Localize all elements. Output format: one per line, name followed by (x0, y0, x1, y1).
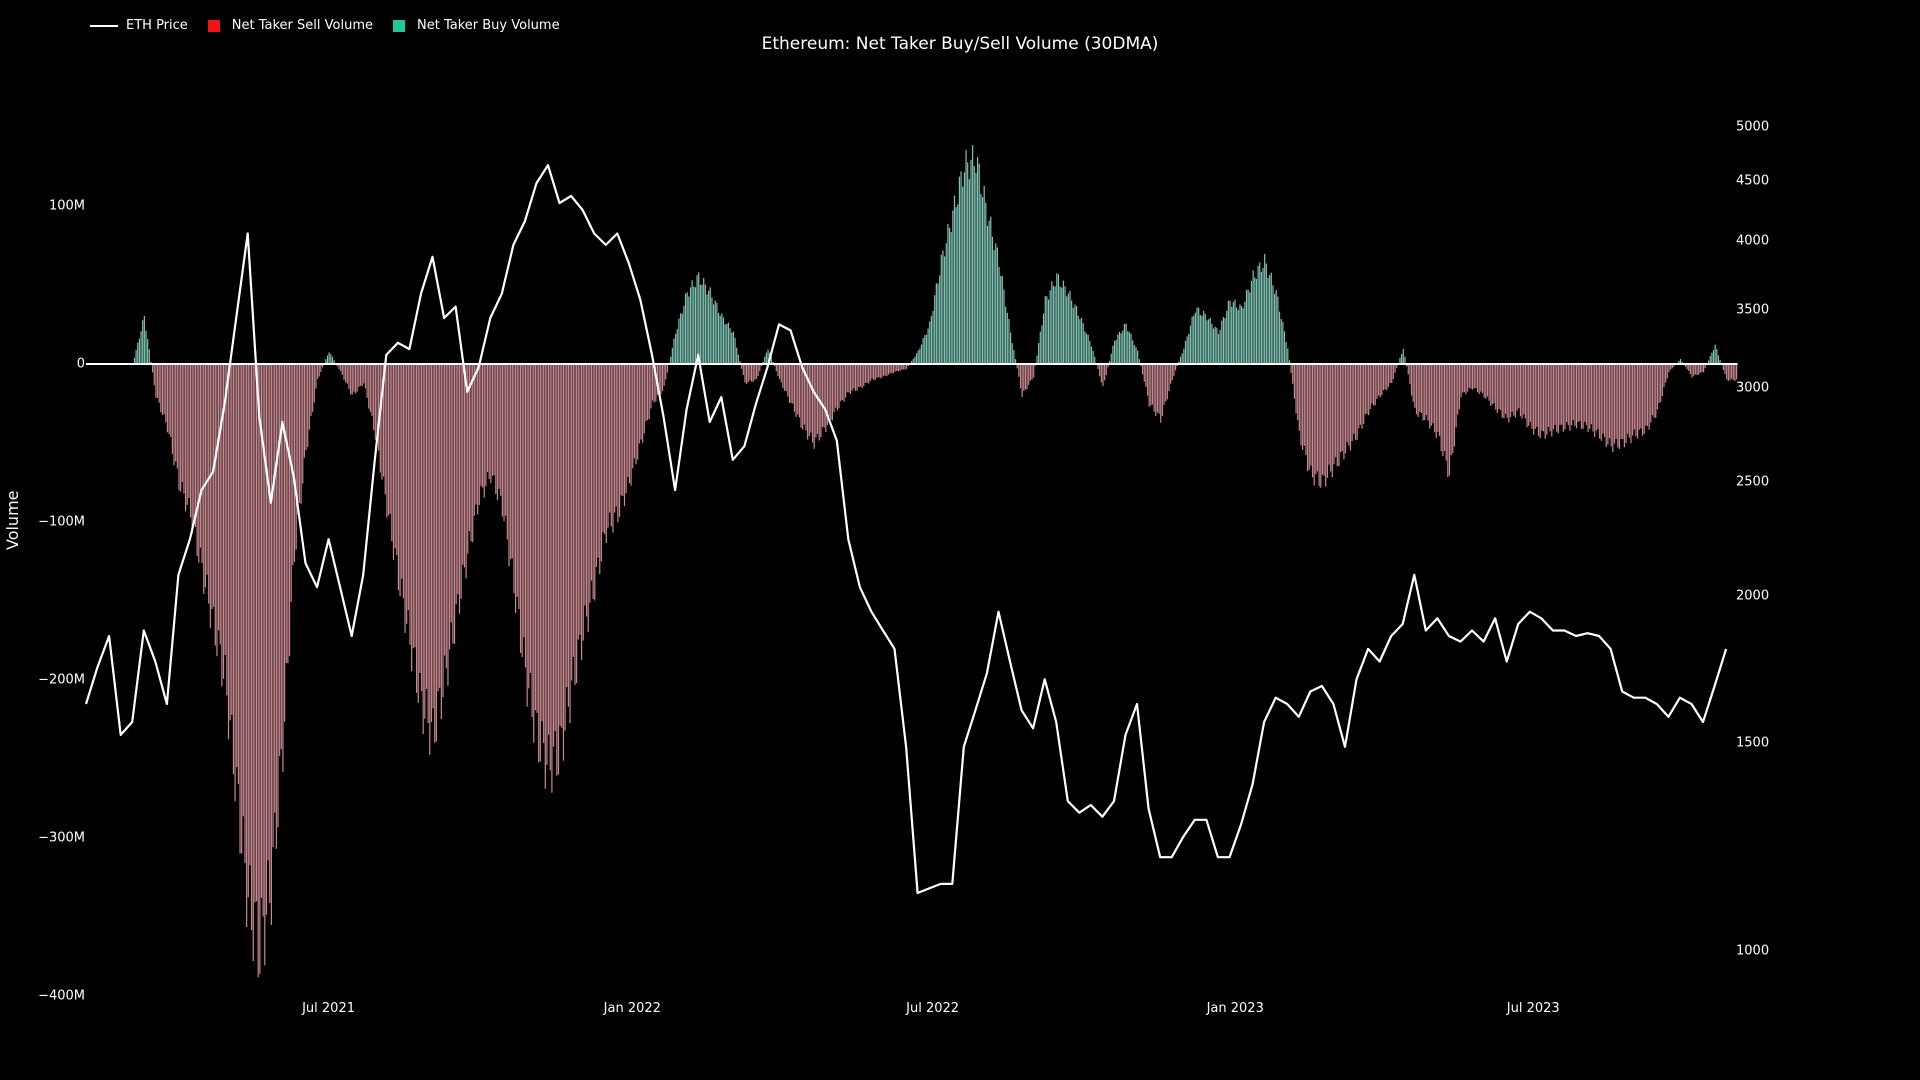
y-right-tick: 1000 (1736, 943, 1770, 959)
legend-label: Net Taker Sell Volume (231, 18, 373, 33)
legend-label: ETH Price (126, 18, 188, 33)
y-right-tick: 2500 (1736, 474, 1770, 490)
chart-title: Ethereum: Net Taker Buy/Sell Volume (30D… (761, 34, 1159, 54)
y-right-tick: 4000 (1736, 233, 1770, 249)
y-right-tick: 3000 (1736, 380, 1770, 396)
y-left-tick: 100M (48, 198, 85, 214)
legend: ETH Price Net Taker Sell Volume Net Taker … (90, 18, 580, 33)
y-right-tick: 2000 (1736, 588, 1770, 604)
legend-item-eth-price[interactable]: ETH Price (90, 18, 188, 33)
eth-price-line (84, 164, 1728, 895)
x-tick: Jan 2022 (603, 1001, 661, 1016)
legend-item-net-taker-buy-volume[interactable]: Net Taker Buy Volume (393, 18, 560, 33)
x-tick: Jul 2022 (906, 1001, 960, 1016)
legend-swatch (207, 19, 220, 32)
x-tick: Jul 2021 (302, 1001, 355, 1016)
legend-swatch (393, 19, 405, 32)
y-right-tick: 3500 (1736, 302, 1770, 318)
y-left-tick: −400M (38, 988, 85, 1004)
x-tick: Jul 2023 (1506, 1001, 1560, 1016)
y-left-tick: −100M (38, 514, 85, 530)
y-right-tick: 1500 (1736, 735, 1770, 751)
legend-item-net-taker-sell-volume[interactable]: Net Taker Sell Volume (207, 18, 373, 33)
y-left-tick: −300M (38, 830, 85, 846)
y-left-tick: −200M (38, 672, 85, 688)
legend-label: Net Taker Buy Volume (417, 18, 560, 33)
y-right-tick: 5000 (1736, 119, 1770, 135)
volume-bars (133, 145, 1738, 978)
y-right-tick: 4500 (1736, 173, 1770, 189)
legend-swatch (90, 24, 118, 27)
y-left-tick: 0 (76, 356, 85, 372)
x-tick: Jan 2023 (1206, 1001, 1264, 1016)
